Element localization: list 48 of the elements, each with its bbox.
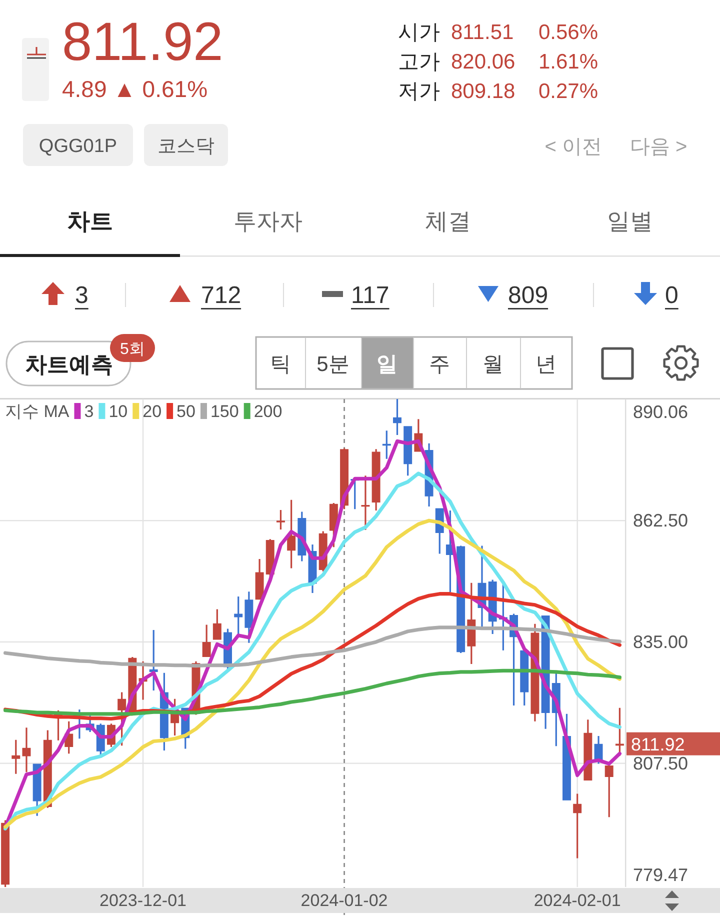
legend-title: 지수 MA — [5, 402, 70, 421]
y-tick-label: 779.47 — [633, 865, 688, 885]
legend-label: 200 — [254, 402, 282, 421]
text: 811.92 — [62, 12, 224, 72]
text: 고가 — [398, 50, 440, 74]
text: 811.51 — [451, 21, 514, 44]
text: 년 — [536, 353, 556, 376]
text: 809.18 — [451, 80, 516, 103]
text: 820.06 — [451, 50, 516, 74]
text: 일별 — [607, 208, 653, 234]
text: 811.92 — [631, 734, 685, 754]
text: 주 — [429, 353, 450, 376]
legend-label: 10 — [108, 402, 128, 421]
text: 0 — [665, 282, 678, 309]
y-tick-label: 890.06 — [633, 402, 688, 422]
text: 4.89 ▲ 0.61% — [62, 76, 208, 102]
x-tick-label: 2023-12-01 — [100, 891, 186, 910]
text: 0.27% — [538, 80, 598, 103]
text: 3 — [75, 282, 88, 309]
text: 117 — [351, 282, 390, 309]
text: 5분 — [316, 353, 350, 376]
text: < 이전 — [544, 136, 602, 158]
text: 시가 — [398, 21, 440, 44]
text: 월 — [482, 353, 504, 376]
text: QGG01P — [38, 136, 118, 157]
x-tick-label: 2024-01-02 — [300, 891, 388, 910]
text: 저가 — [398, 80, 440, 103]
legend-label: 20 — [142, 402, 162, 421]
text: 코스닥 — [158, 136, 214, 157]
text: 1.61% — [538, 50, 598, 74]
text: 712 — [201, 282, 242, 309]
text: 차트 — [67, 208, 113, 234]
text: 일 — [376, 353, 398, 376]
y-tick-label: 807.50 — [633, 753, 688, 774]
text: 체결 — [425, 208, 471, 234]
legend-label: 150 — [210, 402, 239, 421]
x-tick-label: 2024-02-01 — [534, 891, 621, 910]
y-tick-label: 835.00 — [633, 632, 688, 652]
text: 5회 — [120, 341, 145, 358]
legend-label: 3 — [84, 402, 94, 421]
text: 809 — [508, 282, 548, 309]
text: 0.56% — [538, 21, 598, 44]
text: 다음 > — [630, 136, 688, 158]
text: 틱 — [270, 353, 291, 376]
text: 투자자 — [234, 208, 302, 234]
text: 차트예측 — [25, 352, 113, 377]
y-tick-label: 862.50 — [633, 510, 688, 531]
legend-label: 50 — [176, 402, 196, 421]
